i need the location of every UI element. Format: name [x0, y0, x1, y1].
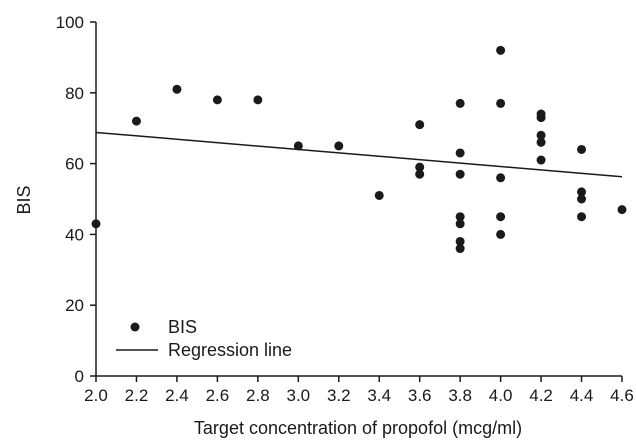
plot-area — [91, 45, 627, 254]
data-point — [536, 137, 546, 147]
data-point — [212, 95, 222, 105]
data-point — [253, 95, 263, 105]
legend-marker-bis — [130, 322, 140, 332]
x-tick-label: 2.8 — [246, 386, 270, 405]
data-point — [496, 173, 506, 183]
data-point — [536, 113, 546, 123]
data-point — [617, 205, 627, 215]
x-tick-label: 4.4 — [570, 386, 594, 405]
data-point — [455, 169, 465, 179]
x-tick-label: 3.0 — [286, 386, 310, 405]
data-point — [415, 120, 425, 130]
x-axis: 2.0 2.2 2.4 2.6 2.8 3.0 3.2 3.4 3.6 3.8 4.0 4.2 4.4 4… — [84, 375, 634, 405]
data-point — [415, 169, 425, 179]
y-axis-title: BIS — [14, 185, 34, 214]
data-point — [577, 144, 587, 154]
data-point — [536, 130, 546, 140]
x-tick-label: 4.6 — [610, 386, 634, 405]
data-point — [536, 155, 546, 165]
data-point — [455, 244, 465, 254]
data-point — [293, 141, 303, 151]
x-tick-label: 2.6 — [206, 386, 230, 405]
data-point — [374, 190, 384, 200]
data-point — [455, 148, 465, 158]
data-point — [496, 98, 506, 108]
legend-label-regression: Regression line — [168, 340, 292, 360]
data-point — [455, 212, 465, 222]
data-point — [577, 187, 587, 197]
data-point — [496, 229, 506, 239]
y-tick-label: 40 — [65, 225, 84, 244]
data-point — [172, 84, 182, 94]
x-tick-label: 3.6 — [408, 386, 432, 405]
data-point — [496, 45, 506, 55]
x-tick-label: 2.4 — [165, 386, 189, 405]
y-tick-label: 0 — [75, 367, 84, 386]
x-tick-label: 3.2 — [327, 386, 351, 405]
data-point — [131, 116, 141, 126]
x-tick-label: 3.8 — [448, 386, 472, 405]
data-point — [415, 162, 425, 172]
x-tick-label: 2.0 — [84, 386, 108, 405]
legend: BIS Regression line — [116, 317, 292, 360]
data-point — [455, 219, 465, 229]
x-tick-label: 3.4 — [367, 386, 391, 405]
data-point — [455, 98, 465, 108]
data-point — [496, 212, 506, 222]
x-tick-label: 4.0 — [489, 386, 513, 405]
y-tick-label: 100 — [56, 13, 84, 32]
data-point — [577, 212, 587, 222]
legend-label-bis: BIS — [168, 317, 197, 337]
regression-line — [95, 131, 623, 178]
data-point — [455, 236, 465, 246]
data-point — [91, 219, 101, 229]
y-axis: 0 20 40 60 80 100 — [56, 13, 97, 386]
y-tick-label: 60 — [65, 155, 84, 174]
data-point — [577, 194, 587, 204]
x-tick-label: 4.2 — [529, 386, 553, 405]
x-axis-title: Target concentration of propofol (mcg/ml… — [194, 418, 522, 438]
y-tick-label: 80 — [65, 84, 84, 103]
x-tick-label: 2.2 — [125, 386, 149, 405]
y-tick-label: 20 — [65, 296, 84, 315]
data-point — [334, 141, 344, 151]
